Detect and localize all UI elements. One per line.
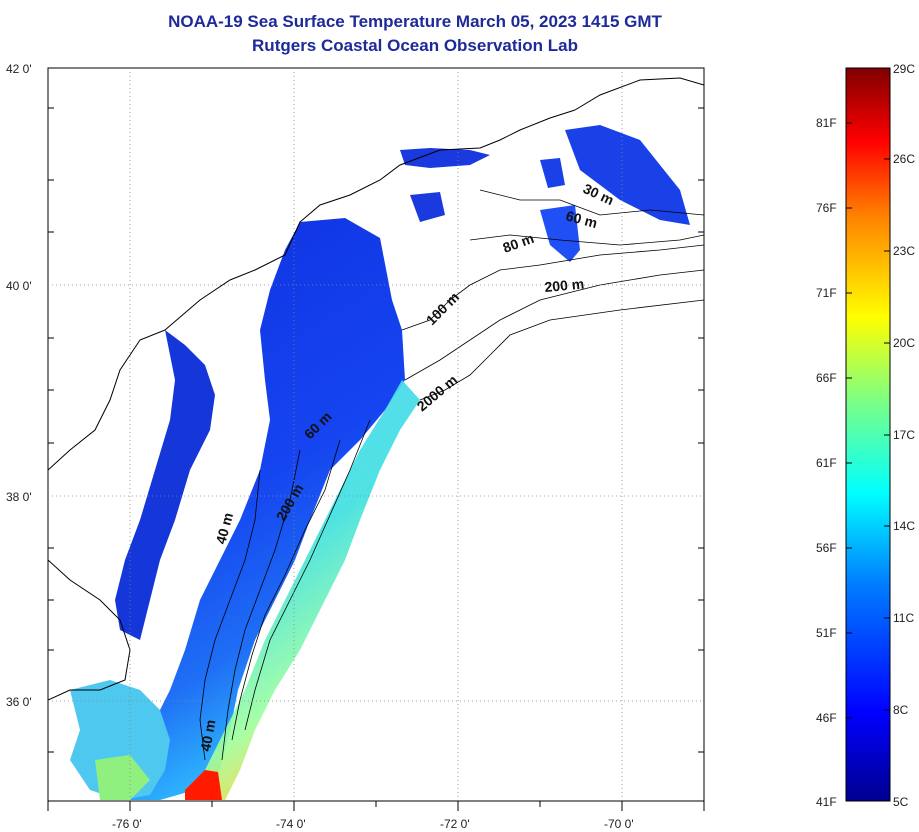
lat-label-38: 38 0' [6, 490, 32, 504]
li-sound-water [400, 148, 490, 168]
offshore-warm-water [190, 380, 420, 800]
lat-label-42: 42 0' [6, 62, 32, 76]
lat-label-36: 36 0' [6, 695, 32, 709]
lon-label-74: -74 0' [276, 817, 306, 831]
cb-c-20: 20C [893, 336, 915, 350]
lat-label-40: 40 0' [6, 279, 32, 293]
sst-layer [48, 77, 704, 800]
cb-c-17: 17C [893, 428, 915, 442]
contour-label-200m-north: 200 m [544, 276, 585, 295]
cb-f-41: 41F [816, 795, 837, 809]
cb-c-11: 11C [893, 611, 914, 625]
map-subtitle: Rutgers Coastal Ocean Observation Lab [252, 36, 578, 55]
cb-f-61: 61F [816, 456, 837, 470]
cb-c-14: 14C [893, 519, 915, 533]
contour-label-60m-north: 60 m [564, 207, 599, 231]
cb-f-51: 51F [816, 626, 837, 640]
frame-ticks [47, 107, 705, 811]
sound-water [70, 680, 170, 800]
cb-c-26: 26C [893, 152, 915, 166]
gulf-stream-hot [185, 770, 222, 800]
contour-label-40m-south: 40 m [197, 718, 218, 752]
cb-c-29: 29C [893, 62, 915, 76]
cb-f-66: 66F [816, 371, 837, 385]
cb-f-71: 71F [816, 286, 837, 300]
map-title: NOAA-19 Sea Surface Temperature March 05… [168, 12, 662, 31]
coastline [48, 77, 704, 701]
colorbar-ticks [846, 122, 890, 719]
cb-f-56: 56F [816, 541, 837, 555]
cb-f-46: 46F [816, 711, 837, 725]
cb-f-81: 81F [816, 116, 837, 130]
graticule [48, 68, 704, 801]
lon-label-70: -70 0' [604, 817, 634, 831]
cb-c-8: 8C [893, 703, 909, 717]
cb-c-23: 23C [893, 244, 915, 258]
chesapeake-bay [115, 330, 215, 640]
lon-label-76: -76 0' [112, 817, 142, 831]
cb-f-76: 76F [816, 201, 837, 215]
contour-label-40m-mid: 40 m [212, 511, 236, 546]
temperature-colorbar [845, 67, 891, 802]
nantucket-water [565, 125, 690, 225]
shelf-water [120, 218, 405, 800]
lon-label-72: -72 0' [440, 817, 470, 831]
cb-c-5: 5C [893, 795, 909, 809]
